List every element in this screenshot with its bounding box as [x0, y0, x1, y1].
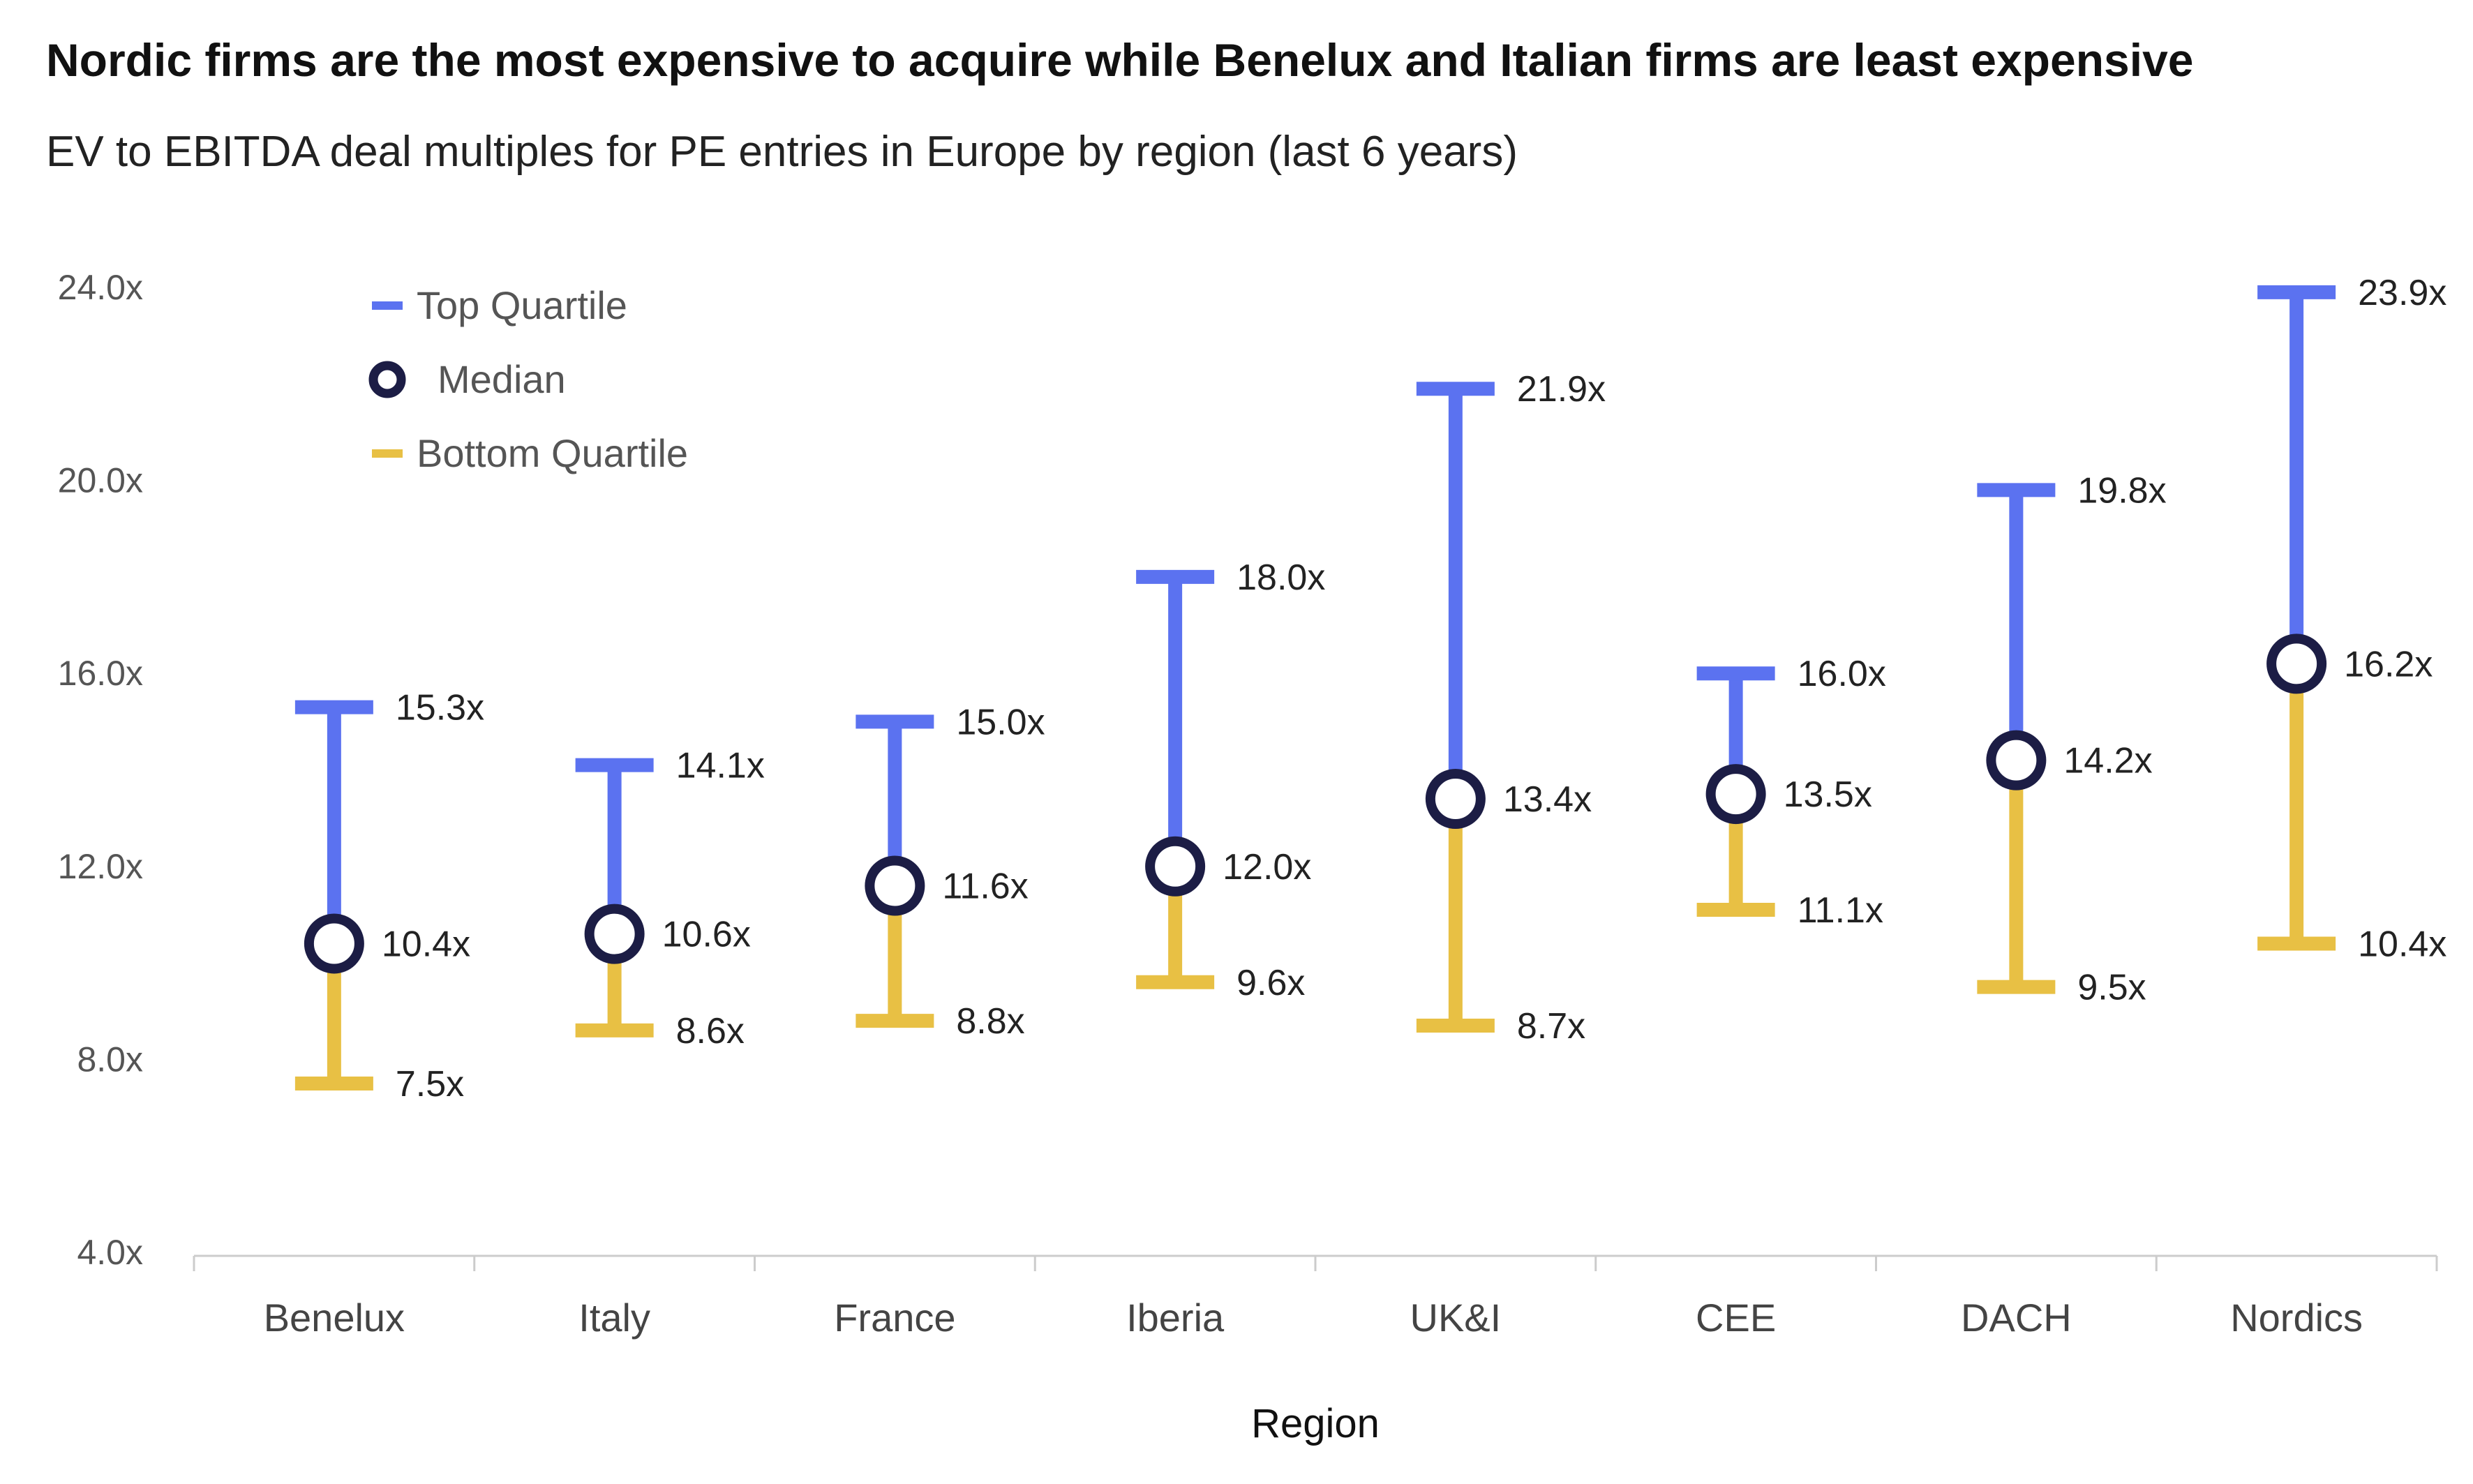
median-label: 12.0x [1223, 847, 1311, 887]
median-label: 16.2x [2344, 644, 2433, 684]
y-tick-label: 20.0x [58, 461, 143, 500]
top-quartile-label: 19.8x [2077, 470, 2166, 511]
range-france: 15.0x 11.6x 8.8x [856, 702, 1045, 1042]
bottom-quartile-label: 8.7x [1517, 1006, 1585, 1047]
median-marker [304, 913, 364, 974]
top-quartile-label: 15.0x [956, 702, 1045, 742]
range-iberia: 18.0x 12.0x 9.6x [1136, 557, 1325, 1003]
x-tick-label: Nordics [2230, 1296, 2363, 1340]
y-tick-label: 4.0x [77, 1233, 143, 1272]
median-label: 11.6x [942, 866, 1028, 906]
bottom-quartile-label: 7.5x [396, 1064, 464, 1104]
x-axis: Benelux Italy France Iberia UK&I CEE DACH Nordi… [193, 1254, 2438, 1340]
range-benelux: 15.3x 10.4x 7.5x [294, 688, 484, 1104]
top-quartile-label: 21.9x [1517, 369, 1606, 410]
x-tick-label: DACH [1961, 1296, 2072, 1340]
median-label: 10.4x [382, 924, 470, 964]
range-italy: 14.1x 10.6x 8.6x [575, 746, 765, 1051]
y-tick-label: 24.0x [58, 268, 143, 307]
y-axis: 4.0x 8.0x 12.0x 16.0x 20.0x 24.0x [58, 268, 143, 1272]
bottom-quartile-label: 11.1x [1798, 890, 1883, 931]
median-marker [2266, 634, 2327, 694]
top-quartile-label: 18.0x [1236, 557, 1325, 598]
x-tick-label: Italy [578, 1296, 650, 1340]
bottom-quartile-label: 8.8x [956, 1001, 1024, 1042]
x-tick-label: France [834, 1296, 955, 1340]
range-dach: 19.8x 14.2x 9.5x [1977, 470, 2167, 1008]
legend-item: Top Quartile [372, 283, 627, 327]
median-label: 13.4x [1503, 779, 1592, 820]
legend-label: Top Quartile [417, 283, 627, 327]
median-marker [1425, 768, 1486, 829]
y-tick-label: 16.0x [58, 654, 143, 693]
chart-marks: 15.3x 10.4x 7.5x 14.1x 10.6x 8.6x 15.0x 11.6x 8.… [294, 273, 2446, 1104]
median-marker [1145, 836, 1206, 897]
median-label: 13.5x [1784, 774, 1872, 815]
median-marker [1705, 764, 1766, 825]
median-marker [865, 855, 925, 916]
bottom-quartile-label: 9.6x [1236, 963, 1305, 1003]
chart-legend: Top Quartile Median Bottom Quartile [368, 283, 688, 475]
x-axis-label: Region [1251, 1401, 1380, 1446]
range-nordics: 23.9x 16.2x 10.4x [2257, 273, 2446, 964]
x-tick-label: Iberia [1126, 1296, 1225, 1340]
legend-item: Bottom Quartile [372, 431, 688, 475]
median-label: 14.2x [2063, 741, 2152, 781]
median-label: 10.6x [662, 915, 751, 955]
legend-label: Median [438, 357, 566, 401]
chart-title: Nordic firms are the most expensive to a… [46, 34, 2194, 86]
y-tick-label: 8.0x [77, 1040, 143, 1079]
median-marker [584, 904, 645, 964]
bottom-quartile-label: 8.6x [676, 1011, 745, 1051]
legend-swatch [368, 361, 406, 398]
legend-item: Median [368, 357, 566, 401]
top-quartile-label: 16.0x [1798, 654, 1886, 694]
chart-subtitle: EV to EBITDA deal multiples for PE entri… [46, 128, 1518, 176]
top-quartile-label: 15.3x [396, 688, 484, 728]
y-tick-label: 12.0x [58, 847, 143, 886]
x-tick-label: UK&I [1410, 1296, 1502, 1340]
bottom-quartile-label: 9.5x [2077, 968, 2146, 1008]
bottom-quartile-label: 10.4x [2358, 924, 2446, 964]
x-tick-label: CEE [1696, 1296, 1776, 1340]
x-tick-label: Benelux [264, 1296, 405, 1340]
range-uk-i: 21.9x 13.4x 8.7x [1416, 369, 1606, 1047]
range-cee: 16.0x 13.5x 11.1x [1696, 654, 1886, 931]
top-quartile-label: 14.1x [676, 746, 765, 786]
top-quartile-label: 23.9x [2358, 273, 2446, 313]
median-marker [1986, 730, 2047, 790]
legend-label: Bottom Quartile [417, 431, 688, 475]
